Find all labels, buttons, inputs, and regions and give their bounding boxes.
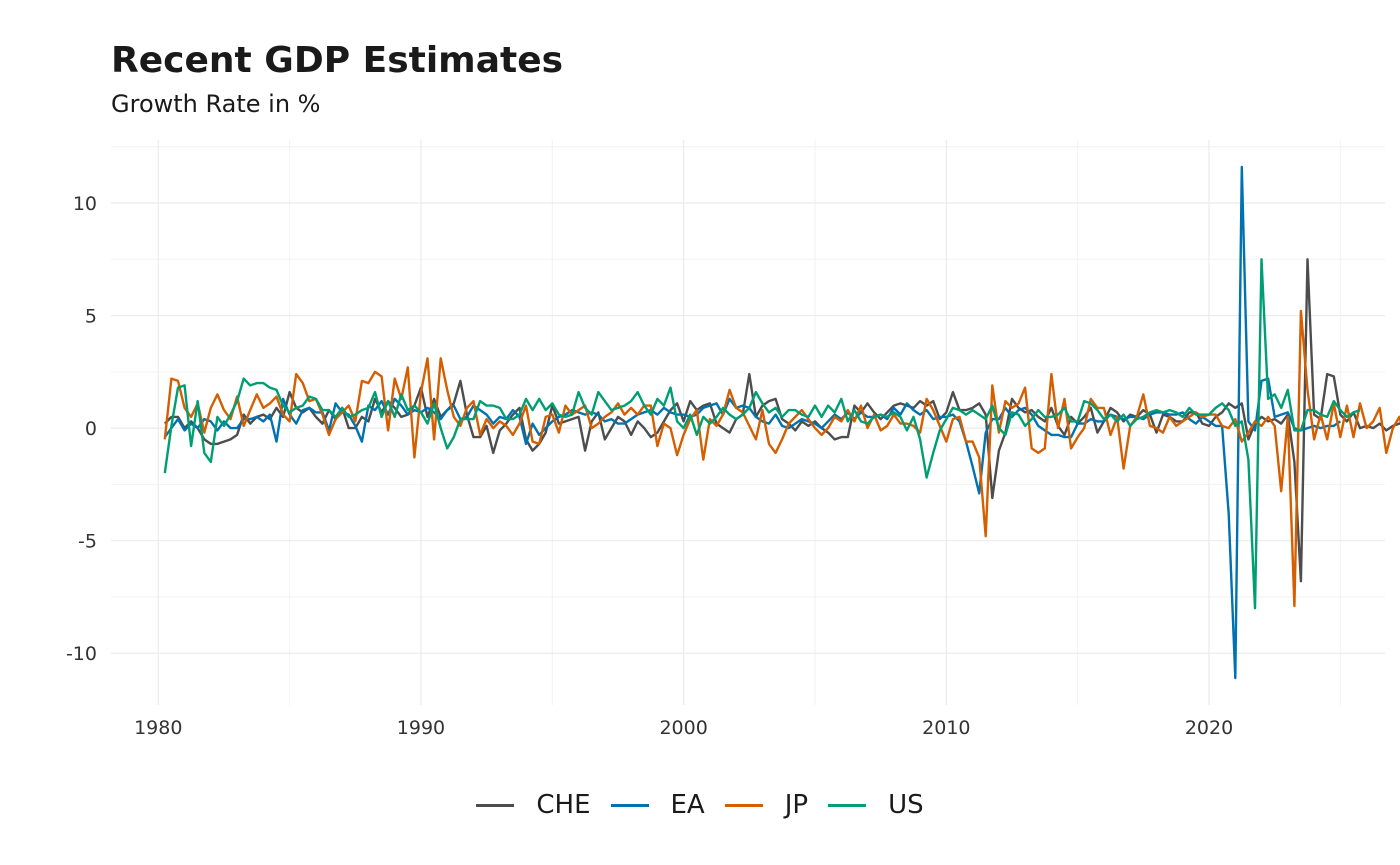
legend-key-line — [724, 803, 763, 807]
x-tick-label: 1980 — [134, 717, 182, 739]
legend-key-line — [828, 803, 867, 807]
legend-item-ea: EA — [610, 790, 705, 820]
legend-label: EA — [670, 790, 705, 820]
y-tick-label: 10 — [73, 193, 97, 215]
legend-key-line — [610, 803, 649, 807]
series-lines — [163, 165, 1400, 680]
x-tick-label: 1990 — [397, 717, 445, 739]
y-axis-tick-labels: -10 -5 0 5 10 — [66, 193, 97, 665]
minor-gridlines — [111, 140, 1385, 705]
legend: CHE EA JP US — [0, 790, 1400, 820]
legend-item-us: US — [828, 790, 924, 820]
legend-key-line — [476, 803, 515, 807]
y-tick-label: -5 — [78, 531, 97, 553]
y-tick-label: -10 — [66, 643, 97, 665]
legend-item-jp: JP — [724, 790, 809, 820]
x-tick-label: 2010 — [922, 717, 970, 739]
series-line-ea — [163, 165, 1341, 680]
series-line-jp — [163, 309, 1400, 608]
chart-title: Recent GDP Estimates — [111, 40, 564, 81]
legend-label: US — [888, 790, 924, 820]
major-gridlines — [111, 140, 1385, 705]
x-tick-label: 2000 — [659, 717, 707, 739]
series-line-us — [163, 258, 1361, 610]
series-line-che — [163, 258, 1400, 583]
legend-item-che: CHE — [476, 790, 591, 820]
legend-label: JP — [784, 790, 809, 820]
legend-label: CHE — [536, 790, 591, 820]
chart-subtitle: Growth Rate in % — [111, 90, 321, 118]
x-tick-label: 2020 — [1185, 717, 1233, 739]
y-tick-label: 5 — [85, 306, 97, 328]
y-tick-label: 0 — [85, 418, 97, 440]
x-axis-tick-labels: 1980 1990 2000 2010 2020 — [134, 717, 1233, 739]
